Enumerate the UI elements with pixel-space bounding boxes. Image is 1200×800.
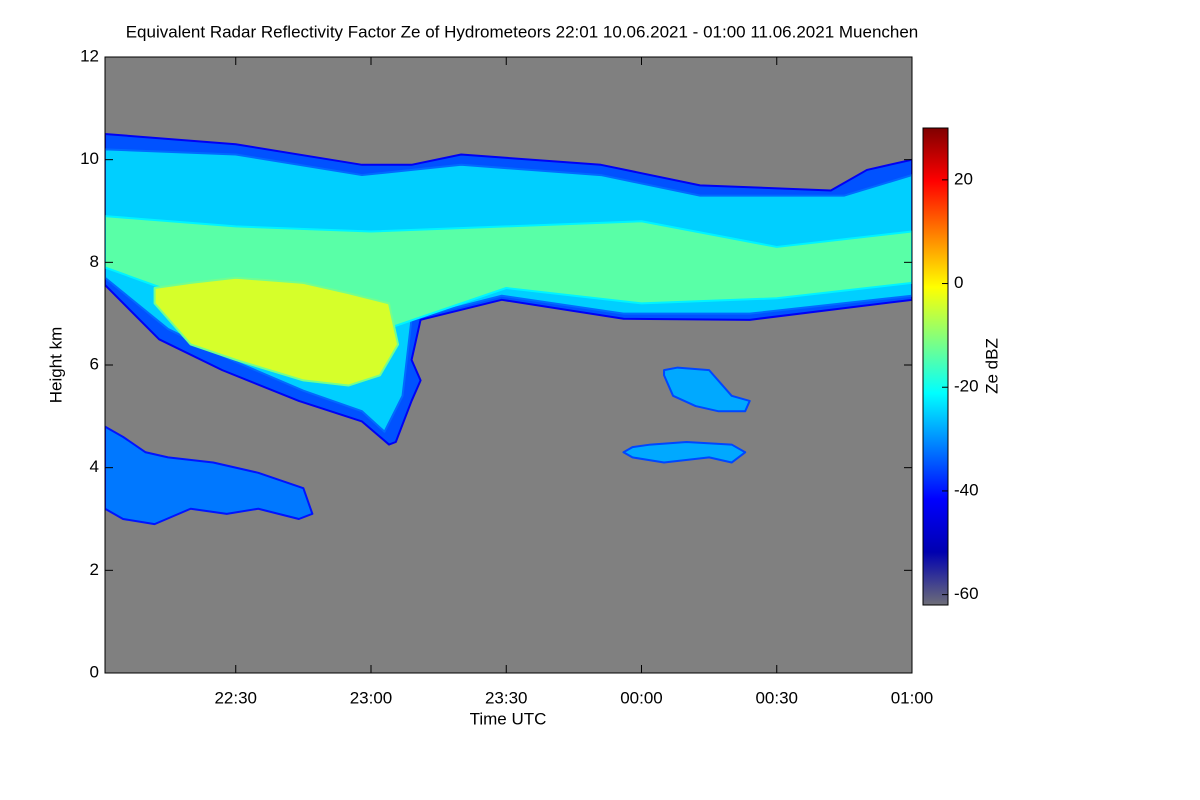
y-tick-label: 2 bbox=[90, 560, 99, 579]
echo-region bbox=[153, 276, 400, 387]
chart-title: Equivalent Radar Reflectivity Factor Ze … bbox=[126, 22, 919, 41]
x-tick-label: 23:30 bbox=[485, 688, 528, 707]
y-tick-label: 10 bbox=[80, 149, 99, 168]
colorbar-tick-label: -60 bbox=[954, 584, 979, 603]
y-axis-label: Height km bbox=[46, 327, 65, 404]
echo-layer bbox=[105, 133, 912, 526]
y-tick-label: 12 bbox=[80, 46, 99, 65]
x-tick-label: 00:30 bbox=[755, 688, 798, 707]
x-tick-label: 01:00 bbox=[891, 688, 934, 707]
y-tick-label: 8 bbox=[90, 252, 99, 271]
colorbar-tick-label: 20 bbox=[954, 169, 973, 188]
colorbar-tick-label: -40 bbox=[954, 480, 979, 499]
y-tick-label: 0 bbox=[90, 662, 99, 681]
colorbar-label: Ze dBZ bbox=[982, 338, 1001, 394]
y-tick-label: 4 bbox=[90, 457, 99, 476]
colorbar bbox=[922, 127, 949, 606]
x-tick-label: 23:00 bbox=[350, 688, 393, 707]
echo-region bbox=[105, 425, 314, 526]
x-tick-label: 22:30 bbox=[214, 688, 257, 707]
y-tick-label: 6 bbox=[90, 354, 99, 373]
colorbar-tick-label: -20 bbox=[954, 377, 979, 396]
colorbar-tick-label: 0 bbox=[954, 273, 963, 292]
x-tick-label: 00:00 bbox=[620, 688, 663, 707]
echo-region bbox=[663, 366, 751, 413]
x-axis-label: Time UTC bbox=[470, 709, 547, 728]
echo-region bbox=[622, 441, 747, 464]
